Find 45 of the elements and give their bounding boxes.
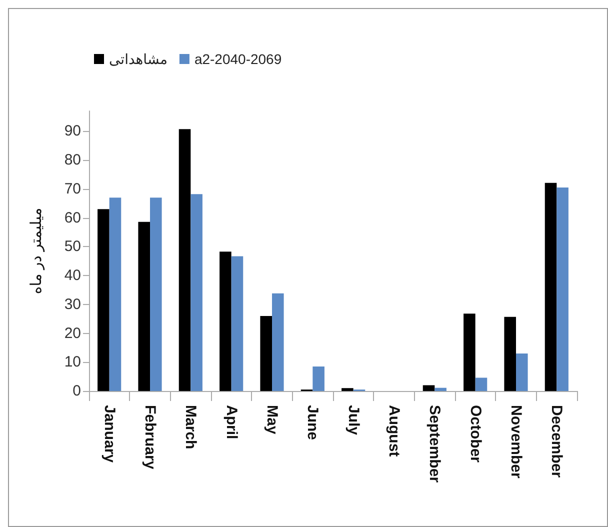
bar	[260, 316, 272, 391]
bar	[220, 252, 232, 391]
x-tick-label: May	[264, 405, 280, 435]
bar	[434, 388, 446, 391]
legend-label: a2-2040-2069	[194, 51, 282, 67]
bar	[98, 209, 110, 391]
y-tick-label: 50	[64, 238, 81, 256]
bar	[231, 256, 244, 391]
y-tick-label: 60	[64, 209, 81, 226]
y-tick-label: 70	[64, 180, 81, 198]
x-tick-label: February	[142, 405, 158, 470]
x-tick-label: October	[466, 405, 484, 463]
x-tick-label: June	[304, 405, 322, 440]
bar	[504, 316, 516, 391]
bar	[138, 222, 150, 391]
bar	[464, 314, 476, 391]
x-tick-label: March	[182, 405, 200, 450]
bar	[312, 366, 324, 391]
y-tick-label: 10	[64, 354, 81, 371]
bar	[150, 198, 162, 391]
legend-label: مشاهداتی	[109, 51, 168, 67]
y-axis-title: میلیمتر در ماه	[28, 208, 45, 294]
x-tick-label: August	[386, 405, 402, 457]
bar	[109, 198, 122, 391]
bar	[190, 194, 202, 391]
x-tick-label: December	[548, 405, 566, 478]
bar	[556, 187, 568, 391]
y-tick-label: 80	[64, 152, 81, 169]
bar	[178, 129, 191, 391]
x-tick-label: July	[344, 405, 362, 436]
y-tick-label: 30	[64, 296, 81, 313]
bar	[272, 293, 284, 391]
bar	[342, 388, 354, 391]
bar	[544, 182, 557, 391]
y-tick-label: 40	[64, 267, 81, 284]
y-tick-label: 0	[72, 382, 81, 400]
x-tick-label: April	[222, 405, 240, 440]
x-tick-label: September	[426, 405, 444, 483]
x-tick-label: November	[508, 405, 524, 479]
x-tick-label: January	[100, 405, 118, 464]
bar	[475, 378, 488, 391]
y-tick-label: 90	[64, 122, 81, 140]
bar	[422, 385, 435, 391]
bar	[516, 353, 528, 391]
y-tick-label: 20	[64, 324, 81, 342]
